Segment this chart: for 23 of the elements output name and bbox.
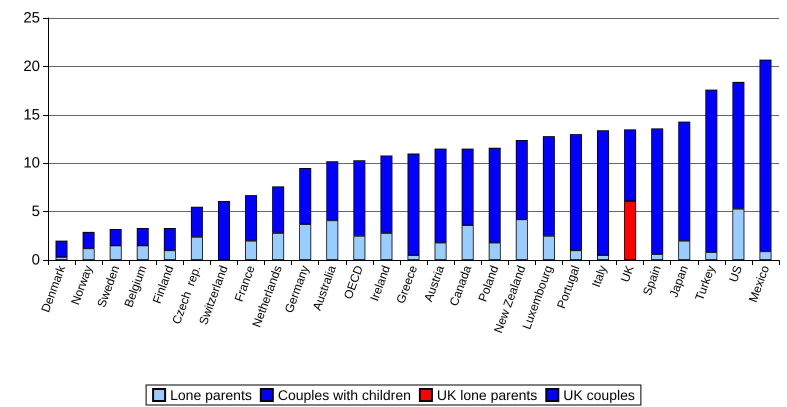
x-tick-label: Ireland <box>367 264 394 303</box>
y-tick-label: 0 <box>32 252 40 268</box>
x-tick-label: Italy <box>588 264 610 290</box>
y-tick-label: 5 <box>32 203 40 220</box>
x-tick-label: Japan <box>666 264 691 300</box>
legend-label: UK couples <box>563 387 635 403</box>
x-tick-label: Austria <box>421 263 448 304</box>
x-tick-label: Mexico <box>746 263 772 304</box>
x-tick-label: Poland <box>475 264 502 304</box>
y-tick-label: 10 <box>23 154 40 172</box>
legend-label: Couples with children <box>278 387 411 403</box>
y-tick-label: 25 <box>23 10 40 26</box>
x-tick-label: OECD <box>340 263 366 301</box>
x-tick-label: US <box>726 264 745 284</box>
x-tick-label: UK <box>618 264 637 284</box>
x-tick-label: Spain <box>640 264 664 298</box>
x-tick-label: Greece <box>393 263 420 306</box>
y-tick-label: 15 <box>23 106 40 124</box>
legend-label: Lone parents <box>170 387 252 403</box>
x-tick-label: France <box>232 263 258 304</box>
bar <box>56 240 68 258</box>
legend-label: UK lone parents <box>436 387 538 403</box>
y-tick-label: 20 <box>23 58 40 75</box>
